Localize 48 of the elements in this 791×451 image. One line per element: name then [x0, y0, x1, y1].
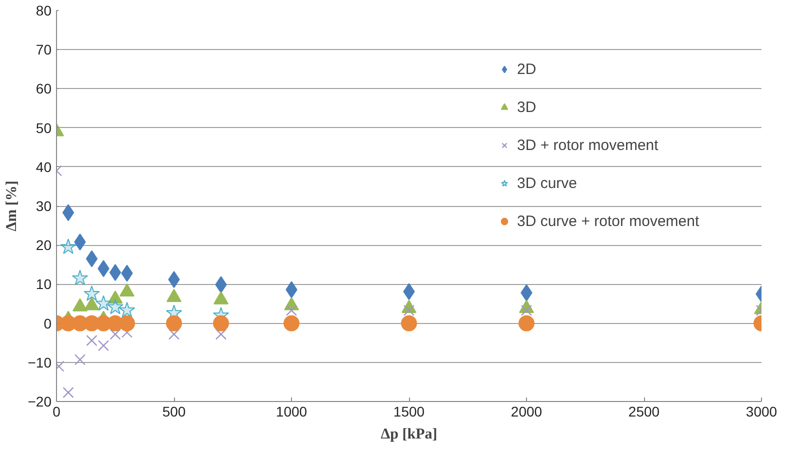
legend-label: 3D [517, 98, 537, 116]
point [62, 204, 74, 222]
point [215, 328, 227, 340]
point [62, 386, 74, 398]
point [109, 264, 122, 281]
y-tick-label: −20 [28, 394, 52, 410]
point [60, 238, 76, 254]
y-tick-label: 0 [44, 315, 52, 332]
legend-label: 2D [517, 60, 537, 78]
x-tick-label: 3000 [746, 404, 778, 420]
x-axis-title: Δp [kPa] [380, 426, 438, 442]
x-tick-label: 500 [162, 404, 186, 420]
point [74, 354, 86, 366]
legend-label: 3D curve [517, 174, 578, 192]
point [518, 315, 534, 332]
point [213, 315, 229, 332]
y-tick-label: 80 [36, 2, 52, 18]
point [401, 315, 417, 332]
point [166, 315, 182, 332]
x-tick-label: 1500 [393, 404, 425, 420]
point [98, 340, 110, 352]
y-tick-label: 20 [36, 237, 52, 254]
point [86, 334, 98, 346]
legend-label: 3D + rotor movement [517, 136, 658, 154]
point [118, 302, 136, 318]
point [86, 250, 98, 268]
x-tick-label: 1000 [276, 404, 308, 420]
y-tick-label: 70 [36, 42, 52, 58]
y-tick-label: 40 [36, 158, 52, 175]
point [403, 304, 415, 316]
y-tick-label: 50 [36, 120, 52, 136]
legend-label: 3D curve + rotor movement [517, 212, 700, 230]
point [520, 304, 532, 316]
point [168, 328, 180, 340]
y-axis-title: Δm [%] [4, 180, 20, 232]
point [107, 298, 124, 314]
x-tick-label: 2500 [628, 404, 660, 420]
y-tick-label: 30 [36, 198, 52, 214]
y-tick-label: 60 [36, 80, 52, 97]
point [119, 315, 135, 332]
y-tick-label: 10 [36, 276, 52, 292]
point [284, 315, 300, 332]
point [72, 270, 88, 286]
x-tick-label: 2000 [510, 404, 542, 420]
point [95, 295, 112, 311]
point [84, 285, 100, 301]
point [286, 304, 298, 316]
y-tick-label: −10 [28, 354, 52, 370]
